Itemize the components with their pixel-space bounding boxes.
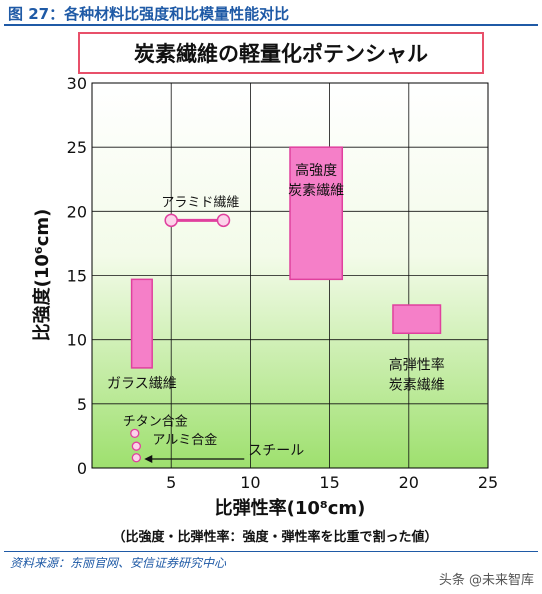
- bottom-rule: [4, 551, 538, 552]
- top-rule: [4, 24, 538, 26]
- material-point: [130, 428, 140, 439]
- material-label: ガラス繊維: [107, 376, 177, 392]
- y-tick-label: 10: [67, 331, 87, 350]
- watermark: 头条 @未来智库: [439, 569, 534, 588]
- x-tick-label: 5: [166, 473, 176, 492]
- x-tick-labels: 5 10 15 20 25: [166, 473, 498, 492]
- y-axis-label: 比強度(10⁶cm): [31, 209, 53, 342]
- material-point: [164, 213, 178, 228]
- steel-arrow-head: [144, 455, 153, 464]
- source-note: 资料来源：东丽官网、安信证券研究中心: [10, 556, 227, 570]
- y-tick-label: 15: [67, 267, 87, 286]
- x-tick-label: 15: [319, 473, 339, 492]
- chart-title-box: [78, 32, 484, 74]
- material-label: 高強度炭素繊維: [288, 162, 344, 199]
- watermark-text: 头条 @未来智库: [438, 573, 534, 588]
- material-point: [131, 441, 142, 451]
- material-region: [289, 146, 344, 281]
- x-tick-label: 10: [240, 473, 260, 492]
- material-label: スチール: [248, 443, 304, 459]
- y-tick-label: 30: [67, 74, 87, 93]
- y-tick-labels: 0 5 10 15 20 25 30: [67, 74, 87, 478]
- material-label: アラミド繊維: [161, 194, 239, 210]
- y-tick-label: 25: [67, 138, 87, 157]
- material-label: 高弾性率炭素繊維: [389, 356, 445, 393]
- x-axis-label: 比弾性率(10⁸cm): [215, 497, 366, 519]
- material-region: [392, 304, 442, 334]
- material-point: [216, 213, 231, 228]
- figure-label: 图 27：各种材料比强度和比模量性能对比: [8, 5, 290, 23]
- y-tick-label: 0: [77, 459, 87, 478]
- chart-note: （比強度・比弾性率：強度・弾性率を比重で割った値）: [112, 529, 437, 545]
- material-label: チタン合金: [123, 413, 188, 429]
- x-tick-label: 25: [478, 473, 498, 492]
- material-label: アルミ合金: [152, 432, 217, 448]
- chart-title: 炭素繊維の軽量化ポテンシャル: [134, 42, 428, 66]
- chart: 炭素繊維の軽量化ポテンシャル 0 5 10 15 20 25 30 5 10 15 20 25 高強…: [31, 32, 498, 545]
- material-point: [131, 453, 142, 463]
- y-tick-label: 20: [67, 202, 87, 221]
- x-tick-label: 20: [399, 473, 419, 492]
- y-tick-label: 5: [77, 395, 87, 414]
- material-region: [130, 278, 153, 369]
